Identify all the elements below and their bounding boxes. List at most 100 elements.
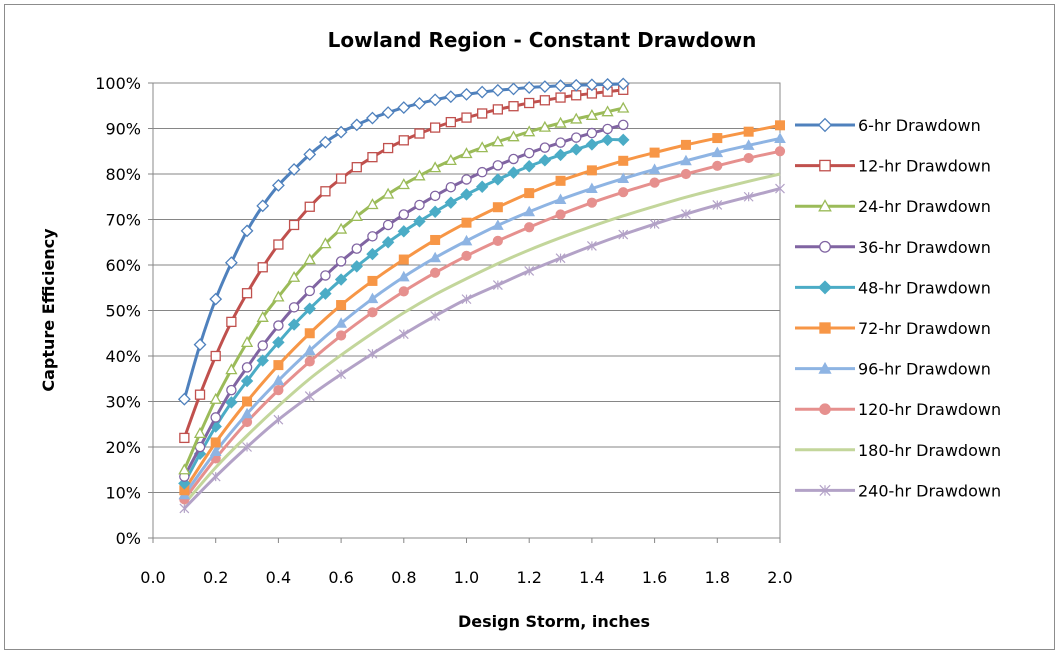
data-point-marker: [210, 412, 221, 423]
y-tick-label: 90%: [105, 120, 141, 139]
x-tick-label: 1.2: [516, 568, 541, 587]
data-point-marker: [430, 311, 441, 321]
x-tick-label: 1.0: [454, 568, 479, 587]
data-point-marker: [397, 270, 410, 282]
data-point-marker: [304, 328, 315, 339]
chart-title: Lowland Region - Constant Drawdown: [328, 28, 757, 52]
data-point-marker: [492, 219, 504, 230]
data-point-marker: [242, 396, 253, 407]
data-point-marker: [319, 237, 332, 249]
data-point-marker: [508, 153, 519, 165]
legend-item: 6-hr Drawdown: [795, 116, 981, 135]
data-point-marker: [241, 362, 253, 373]
data-point-marker: [649, 147, 660, 158]
data-point-marker: [571, 90, 582, 101]
series-8: [179, 146, 786, 505]
series-line: [183, 123, 781, 492]
data-point-marker: [461, 294, 472, 305]
data-point-marker: [554, 148, 567, 162]
data-point-marker: [319, 135, 332, 149]
x-tick-labels: 0.0 0.2 0.4 0.6 0.8 1.0 1.2 1.4 1.6 1.8 2.0: [140, 568, 792, 587]
data-point-marker: [336, 300, 347, 311]
data-point-marker: [475, 180, 489, 193]
data-point-marker: [680, 139, 691, 150]
data-point-marker: [461, 112, 472, 123]
data-point-marker: [177, 392, 191, 406]
data-point-marker: [712, 133, 723, 144]
data-point-marker: [555, 253, 566, 264]
x-tick-label: 2.0: [767, 568, 792, 587]
data-point-marker: [585, 78, 599, 92]
legend-item: 180-hr Drawdown: [795, 441, 1001, 460]
data-point-marker: [743, 126, 754, 137]
data-point-marker: [601, 105, 614, 117]
data-point-marker: [271, 178, 285, 192]
data-point-marker: [242, 442, 252, 452]
data-point-marker: [554, 116, 567, 128]
data-point-marker: [272, 374, 285, 386]
data-point-marker: [711, 146, 724, 158]
data-point-marker: [429, 190, 441, 202]
data-point-marker: [775, 183, 785, 194]
data-point-marker: [414, 128, 425, 139]
data-point-marker: [491, 135, 504, 147]
legend-label: 36-hr Drawdown: [858, 238, 991, 257]
data-point-marker: [492, 235, 503, 246]
data-point-marker: [492, 160, 504, 171]
data-point-marker: [819, 159, 831, 172]
series-5: [178, 133, 630, 490]
data-point-marker: [334, 125, 348, 139]
data-point-marker: [336, 369, 347, 380]
data-point-marker: [398, 254, 409, 265]
data-point-marker: [586, 127, 598, 139]
data-point-marker: [351, 243, 363, 254]
data-point-marker: [334, 222, 348, 234]
data-point-marker: [303, 148, 317, 161]
data-point-marker: [817, 117, 833, 133]
data-point-marker: [585, 108, 599, 120]
legend-item: 36-hr Drawdown: [795, 238, 991, 257]
data-point-marker: [461, 174, 472, 185]
data-point-marker: [335, 317, 347, 328]
data-point-marker: [602, 123, 613, 135]
data-point-marker: [819, 403, 831, 415]
data-point-marker: [586, 182, 598, 194]
data-point-marker: [350, 118, 364, 132]
data-point-marker: [712, 160, 723, 171]
data-point-marker: [524, 265, 535, 276]
data-point-marker: [367, 152, 378, 163]
data-point-marker: [256, 310, 269, 322]
y-axis-label: Capture Efficiency: [39, 228, 58, 392]
legend-label: 12-hr Drawdown: [858, 157, 991, 176]
data-point-marker: [618, 187, 629, 198]
data-point-marker: [288, 302, 300, 313]
x-tick-label: 1.6: [642, 568, 667, 587]
data-point-marker: [538, 120, 551, 132]
data-point-marker: [492, 104, 504, 115]
data-point-marker: [524, 97, 535, 109]
data-point-marker: [616, 77, 630, 91]
data-point-marker: [477, 108, 488, 119]
data-point-marker: [272, 290, 285, 302]
data-point-marker: [819, 240, 831, 253]
y-tick-label: 100%: [95, 74, 141, 93]
data-point-marker: [818, 361, 832, 374]
data-point-marker: [367, 307, 378, 318]
data-point-marker: [586, 197, 598, 208]
data-point-marker: [193, 427, 207, 439]
legend-item: 12-hr Drawdown: [795, 157, 991, 176]
series-1: [177, 77, 630, 406]
data-point-marker: [524, 222, 535, 233]
data-point-marker: [367, 231, 378, 242]
data-point-marker: [491, 83, 505, 97]
gridlines: [148, 82, 781, 543]
data-point-marker: [381, 106, 395, 119]
data-point-marker: [444, 196, 458, 209]
data-point-marker: [273, 360, 284, 371]
data-point-marker: [554, 79, 567, 93]
data-point-marker: [649, 177, 660, 188]
data-point-marker: [179, 503, 190, 514]
data-point-marker: [570, 132, 582, 143]
plot-area-border: [152, 82, 781, 539]
data-point-marker: [538, 80, 552, 94]
